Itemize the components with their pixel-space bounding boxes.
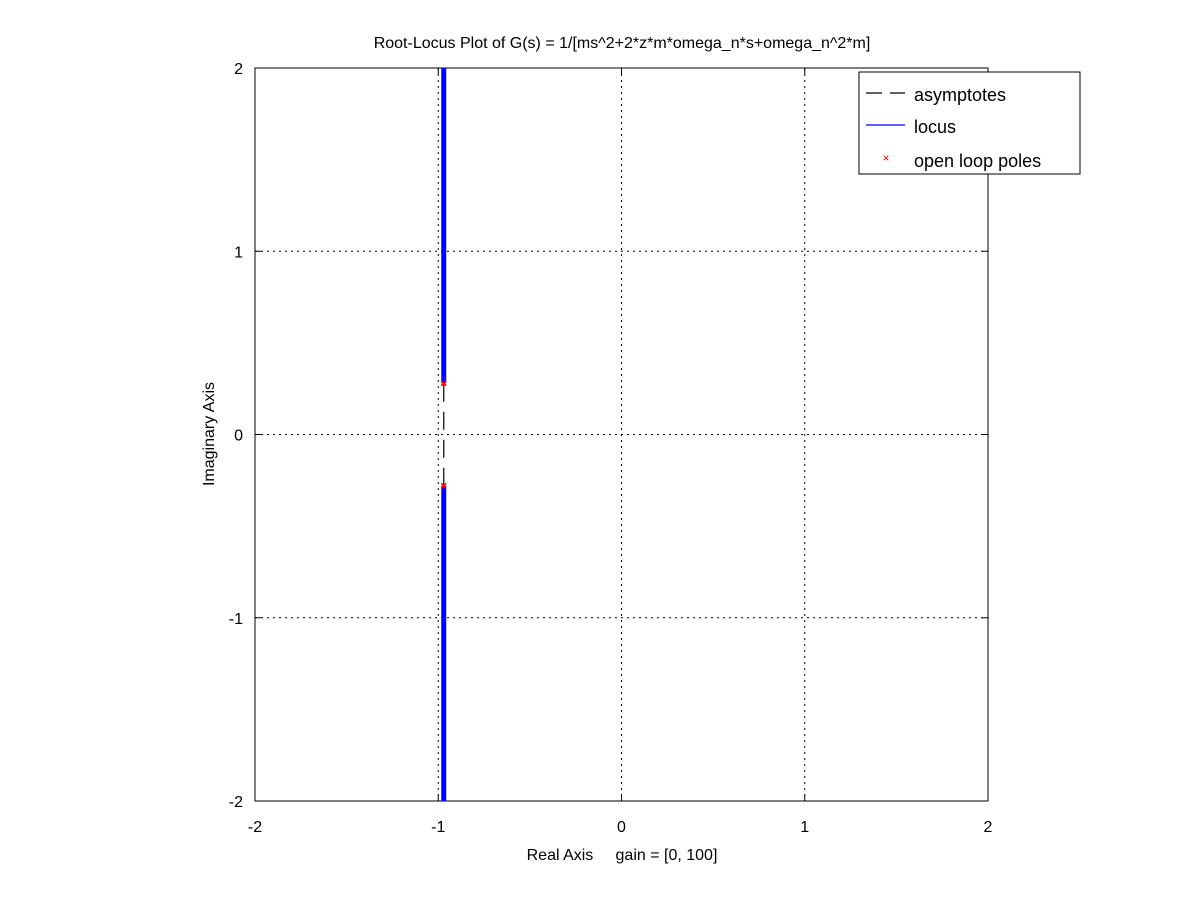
open-loop-pole-2 bbox=[440, 482, 447, 489]
pole-marker-stroke bbox=[440, 482, 447, 489]
legend-open-loop-poles-marker: × bbox=[882, 151, 889, 165]
x-tick-label: 1 bbox=[800, 819, 809, 836]
x-tick-label: -2 bbox=[248, 819, 262, 836]
series-layer bbox=[440, 68, 447, 801]
chart-title: Root-Locus Plot of G(s) = 1/[ms^2+2*z*m*… bbox=[374, 35, 871, 52]
pole-marker-stroke bbox=[440, 380, 447, 387]
y-tick-label: 0 bbox=[234, 428, 243, 445]
x-axis-label: Real Axis gain = [0, 100] bbox=[527, 847, 718, 864]
y-tick-label: 2 bbox=[234, 61, 243, 78]
y-tick-label: -1 bbox=[229, 611, 243, 628]
x-tick-label: -1 bbox=[431, 819, 445, 836]
x-tick-label: 2 bbox=[984, 819, 993, 836]
legend-box bbox=[858, 71, 1081, 175]
tick-layer: -2 -1 0 1 2 -2 -1 0 1 2 bbox=[229, 61, 993, 836]
legend-asymptotes-label: asymptotes bbox=[914, 85, 1006, 105]
y-tick-label: 1 bbox=[234, 244, 243, 261]
open-loop-pole-1 bbox=[440, 380, 447, 387]
legend: asymptotes locus × open loop poles bbox=[858, 71, 1081, 175]
legend-open-loop-poles-label: open loop poles bbox=[914, 151, 1041, 171]
legend-locus-label: locus bbox=[914, 117, 956, 137]
x-tick-label: 0 bbox=[617, 819, 626, 836]
y-tick-label: -2 bbox=[229, 794, 243, 811]
y-axis-label: Imaginary Axis bbox=[201, 382, 218, 486]
grid-layer bbox=[255, 68, 988, 801]
